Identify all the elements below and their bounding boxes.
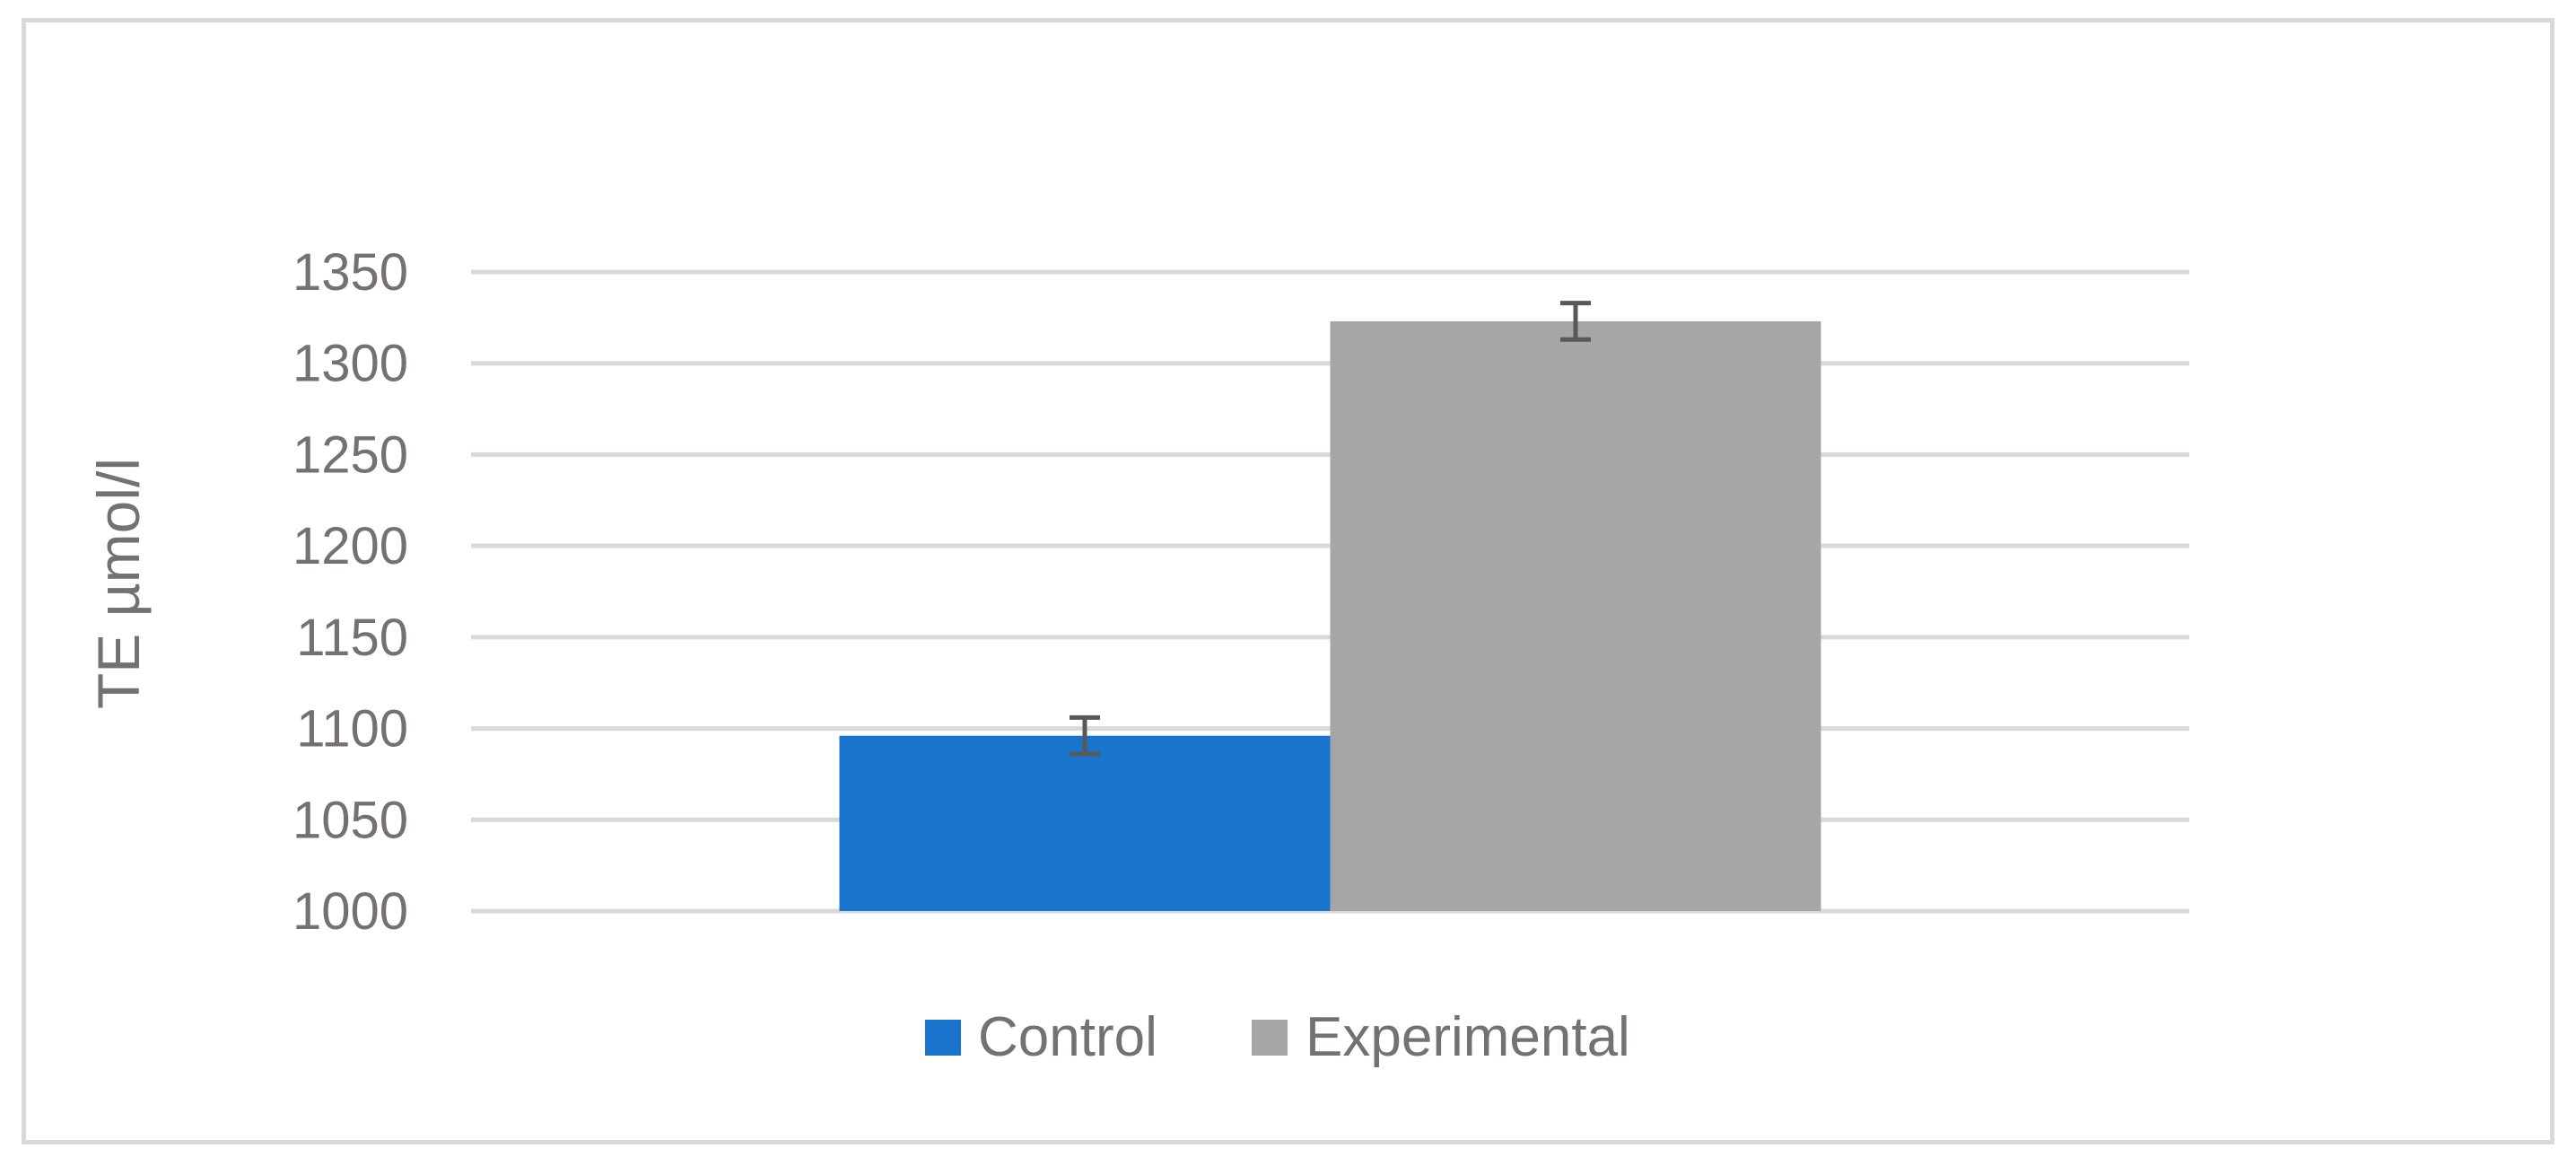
y-tick-label-1300: 1300 [293, 335, 408, 393]
y-axis-ticks: 1000 1050 1100 1150 1200 1250 1300 1350 [293, 243, 408, 941]
y-tick-label-1100: 1100 [296, 700, 408, 758]
y-tick-label-1350: 1350 [293, 243, 408, 302]
legend-label-control: Control [978, 1006, 1157, 1068]
legend-swatch-experimental [1252, 1020, 1288, 1056]
error-bars [1070, 301, 1591, 757]
chart-frame [22, 18, 2554, 1144]
legend: Control Experimental [925, 1006, 1630, 1068]
legend-swatch-control [925, 1020, 961, 1056]
y-tick-label-1050: 1050 [293, 791, 408, 849]
y-tick-label-1150: 1150 [296, 609, 408, 667]
y-tick-label-1250: 1250 [293, 425, 408, 484]
bar-experimental [1330, 320, 1821, 911]
error-bar-experimental [1560, 301, 1591, 342]
y-tick-label-1000: 1000 [293, 882, 408, 941]
y-tick-label-1200: 1200 [293, 517, 408, 575]
bar-control [839, 735, 1331, 911]
legend-label-experimental: Experimental [1305, 1006, 1630, 1068]
bars [839, 320, 1821, 911]
error-bar-control [1070, 715, 1100, 757]
y-axis-title: TE µmol/l [85, 458, 152, 709]
